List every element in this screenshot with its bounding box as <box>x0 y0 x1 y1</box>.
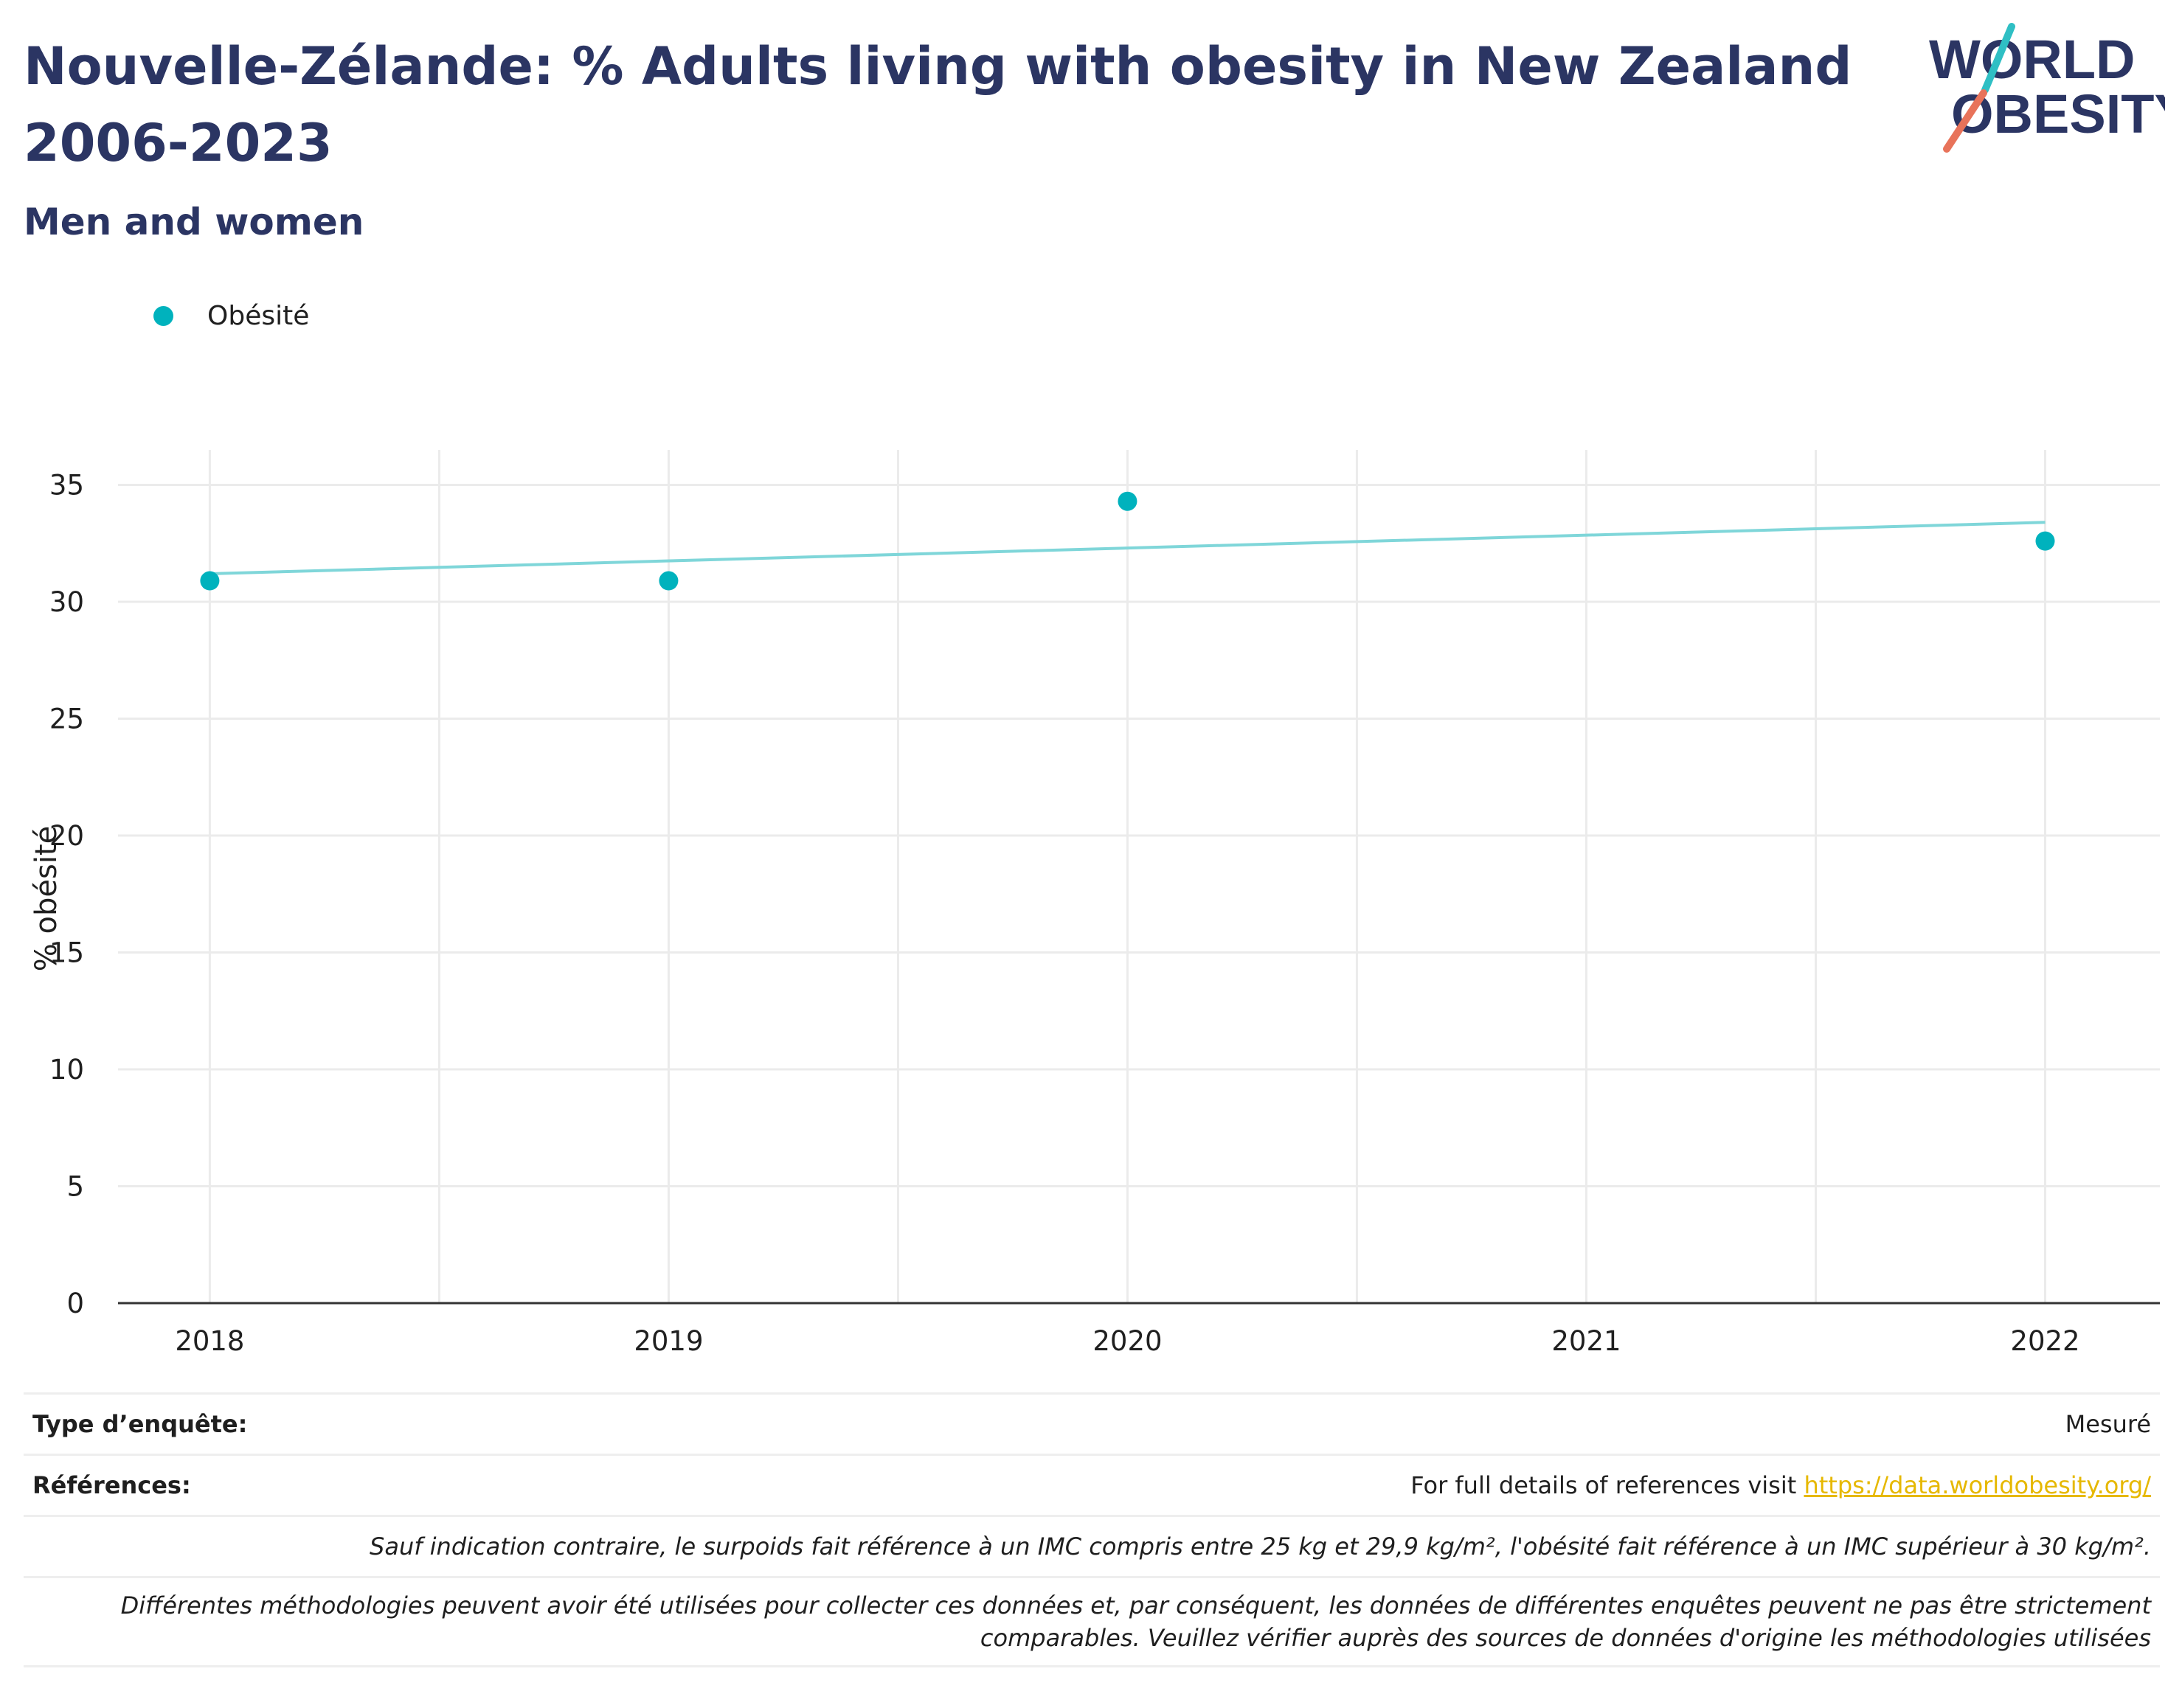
x-tick-label: 2021 <box>1551 1325 1621 1357</box>
x-tick-label: 2020 <box>1092 1325 1162 1357</box>
y-tick-label: 35 <box>49 470 84 501</box>
references-link[interactable]: https://data.worldobesity.org/ <box>1804 1471 2151 1499</box>
references-label: Références: <box>32 1471 191 1499</box>
references-text: For full details of references visit <box>1410 1471 1804 1499</box>
y-tick-label: 5 <box>66 1171 84 1203</box>
bmi-note-row: Sauf indication contraire, le surpoids f… <box>24 1515 2160 1576</box>
survey-type-label: Type d’enquête: <box>32 1410 248 1438</box>
logo-line1: WORLD <box>1929 29 2136 90</box>
methodology-note-line2: comparables. Veuillez vérifier auprès de… <box>980 1624 2151 1652</box>
x-tick-label: 2019 <box>634 1325 703 1357</box>
y-tick-label: 20 <box>49 820 84 852</box>
survey-type-row: Type d’enquête: Mesuré <box>24 1392 2160 1454</box>
y-tick-label: 0 <box>66 1288 84 1319</box>
page-title: Nouvelle-Zélande: % Adults living with o… <box>24 36 1852 173</box>
legend-marker <box>153 305 173 326</box>
y-tick-label: 30 <box>49 586 84 618</box>
chart-legend: Obésité <box>153 297 309 334</box>
logo-slash-top <box>1981 23 2015 94</box>
references-row: Références: For full details of referenc… <box>24 1454 2160 1515</box>
data-point <box>1118 491 1137 511</box>
methodology-note: Différentes méthodologies peuvent avoir … <box>121 1589 2151 1654</box>
y-tick-label: 25 <box>49 704 84 735</box>
y-axis-title: % obésité <box>30 826 63 971</box>
world-obesity-logo: WORLD OBESITY <box>1929 23 2165 153</box>
methodology-note-row: Différentes méthodologies peuvent avoir … <box>24 1576 2160 1667</box>
data-point <box>659 571 679 591</box>
page-subtitle: Men and women <box>24 201 364 243</box>
chart-footer: Type d’enquête: Mesuré Références: For f… <box>24 1392 2160 1667</box>
obesity-chart: 0 5 10 15 20 25 30 35 2018 2019 2020 2021 2022 % obés… <box>30 450 2160 1357</box>
trend-line <box>209 521 2046 576</box>
data-point <box>200 571 220 591</box>
x-tick-label: 2022 <box>2010 1325 2079 1357</box>
y-tick-label: 15 <box>49 937 84 969</box>
x-tick-label: 2018 <box>175 1325 244 1357</box>
y-tick-label: 10 <box>49 1054 84 1086</box>
logo-slash-bottom <box>1943 89 1987 153</box>
references-value: For full details of references visit htt… <box>1410 1471 2151 1499</box>
data-point <box>2035 531 2055 551</box>
legend-label: Obésité <box>207 300 310 331</box>
methodology-note-line1: Différentes méthodologies peuvent avoir … <box>120 1591 2151 1620</box>
survey-type-value: Mesuré <box>2065 1410 2151 1438</box>
bmi-note: Sauf indication contraire, le surpoids f… <box>370 1532 2151 1561</box>
